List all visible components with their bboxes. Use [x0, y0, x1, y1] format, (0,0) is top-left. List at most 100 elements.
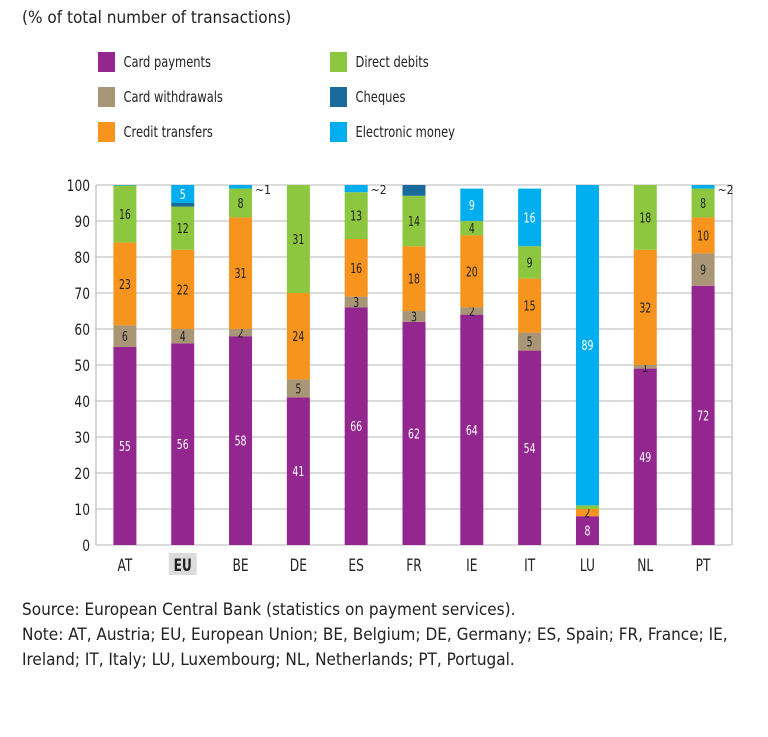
- bar-value-label: 64: [466, 423, 478, 438]
- bar-segment: [460, 235, 484, 308]
- y-tick-label: 60: [74, 321, 90, 339]
- bar-segment: [518, 278, 542, 333]
- bar-value-label: 3: [411, 309, 417, 324]
- x-tick-label: LU: [580, 556, 595, 576]
- y-tick-label: 20: [74, 465, 90, 483]
- bar-value-label: 5: [527, 334, 533, 349]
- bar-value-label: 2: [238, 325, 244, 340]
- y-tick-label: 50: [74, 357, 90, 375]
- bar-value-label: 14: [408, 214, 420, 229]
- bar-value-label: 49: [639, 450, 651, 465]
- bar-value-label: 9: [469, 198, 475, 213]
- bar-value-label: 41: [292, 464, 304, 479]
- y-tick-label: 90: [74, 213, 90, 231]
- bar-segment: [518, 188, 542, 247]
- bar-value-label: 16: [524, 210, 536, 225]
- x-tick-label: IE: [466, 556, 477, 576]
- x-tick-label: ES: [348, 556, 364, 576]
- bar-value-label: 2: [584, 505, 590, 520]
- y-tick-label: 100: [67, 177, 90, 195]
- bar-segment: [171, 203, 195, 207]
- legend-label: Credit transfers: [123, 123, 213, 141]
- legend-label: Card payments: [123, 53, 212, 71]
- bar-outside-label: ~2: [718, 183, 734, 197]
- bar-segment: [229, 185, 253, 189]
- category-highlight: [168, 553, 197, 575]
- x-tick-label: NL: [637, 556, 653, 576]
- bar-segment: [691, 188, 715, 218]
- bar-segment: [402, 311, 426, 322]
- bar-outside-label: ~1: [255, 183, 271, 197]
- legend-direct-debits: Direct debits: [330, 52, 429, 72]
- bar-value-label: 18: [408, 271, 420, 286]
- bar-segment: [344, 239, 368, 297]
- bar-value-label: 9: [527, 255, 533, 270]
- bar-value-label: 31: [292, 232, 304, 247]
- note-text: Note: AT, Austria; EU, European Union; B…: [22, 625, 728, 670]
- bar-segment: [518, 246, 542, 279]
- bar-value-label: 16: [119, 207, 131, 222]
- x-tick-label: DE: [290, 556, 307, 576]
- bar-value-label: 72: [697, 408, 709, 423]
- legend-cheques: Cheques: [330, 87, 405, 107]
- bar-segment: [460, 221, 484, 236]
- bar-value-label: 31: [235, 266, 247, 281]
- bar-value-label: 13: [350, 208, 362, 223]
- bar-segment: [229, 329, 253, 337]
- bar-segment: [691, 285, 715, 545]
- bar-value-label: 9: [700, 262, 706, 277]
- legend-label: Electronic money: [355, 123, 455, 141]
- bar-value-label: 18: [639, 210, 651, 225]
- bar-segment: [691, 217, 715, 254]
- legend-credit-transfers: Credit transfers: [98, 122, 213, 142]
- y-tick-label: 10: [74, 501, 90, 519]
- bar-value-label: 10: [697, 228, 709, 243]
- legend-label: Direct debits: [355, 53, 429, 71]
- x-tick-label: BE: [232, 556, 248, 576]
- legend-card-payments: Card payments: [98, 52, 211, 72]
- bar-value-label: 24: [292, 329, 304, 344]
- bar-segment: [633, 185, 657, 250]
- bar-value-label: 32: [639, 300, 651, 315]
- bar-value-label: 8: [700, 196, 706, 211]
- bar-segment: [113, 242, 137, 326]
- legend-swatch: [330, 52, 347, 72]
- bar-value-label: 4: [469, 221, 475, 236]
- bar-value-label: 56: [177, 437, 189, 452]
- bar-segment: [171, 206, 195, 250]
- y-tick-label: 40: [74, 393, 90, 411]
- bar-segment: [691, 253, 715, 286]
- legend-swatch: [98, 122, 115, 142]
- legend-swatch: [98, 87, 115, 107]
- bar-segment: [402, 195, 426, 247]
- bar-segment: [113, 185, 137, 243]
- bar-segment: [575, 509, 599, 517]
- bar-segment: [575, 185, 599, 506]
- bar-segment: [113, 325, 137, 347]
- bar-segment: [171, 343, 195, 545]
- legend-swatch: [330, 122, 347, 142]
- x-tick-label: FR: [406, 556, 422, 576]
- chart-title: (% of total number of transactions): [22, 8, 292, 28]
- bar-segment: [344, 296, 368, 308]
- bar-value-label: 22: [177, 282, 189, 297]
- bar-value-label: 12: [177, 221, 189, 236]
- legend-swatch: [98, 52, 115, 72]
- legend-card-withdrawals: Card withdrawals: [98, 87, 223, 107]
- bar-value-label: 20: [466, 264, 478, 279]
- bar-value-label: 66: [350, 419, 362, 434]
- x-tick-label: PT: [696, 556, 711, 576]
- bar-segment: [286, 397, 310, 545]
- bar-segment: [229, 217, 253, 329]
- legend-swatch: [330, 87, 347, 107]
- bar-value-label: 15: [524, 298, 536, 313]
- legend-label: Cheques: [355, 88, 406, 106]
- y-tick-label: 70: [74, 285, 90, 303]
- bar-value-label: 62: [408, 426, 420, 441]
- bar-value-label: 89: [582, 338, 594, 353]
- bar-outside-label: ~2: [371, 183, 387, 197]
- bar-segment: [402, 321, 426, 545]
- bar-segment: [575, 505, 599, 509]
- bar-segment: [171, 249, 195, 329]
